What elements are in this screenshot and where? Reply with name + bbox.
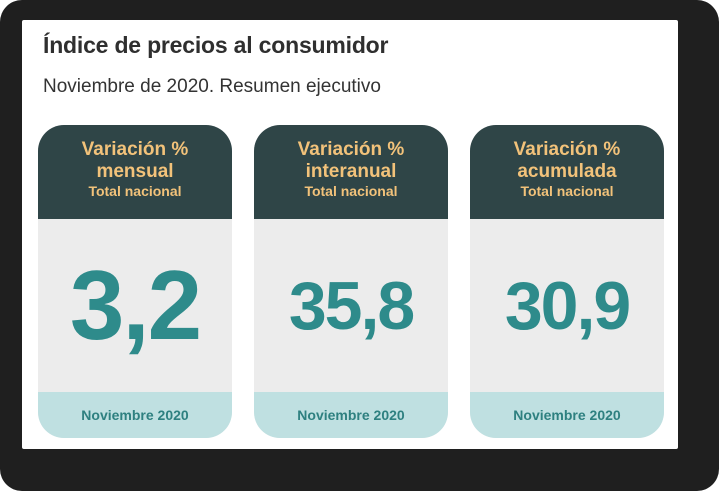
card-monthly-variation: Variación % mensual Total nacional 3,2 N… <box>38 125 232 438</box>
card-header: Variación % acumulada Total nacional <box>470 125 664 219</box>
card-period: Noviembre 2020 <box>470 392 664 438</box>
card-yearly-variation: Variación % interanual Total nacional 35… <box>254 125 448 438</box>
page-subtitle: Noviembre de 2020. Resumen ejecutivo <box>43 76 381 97</box>
card-header: Variación % mensual Total nacional <box>38 125 232 219</box>
page-title: Índice de precios al consumidor <box>43 32 389 58</box>
card-accumulated-variation: Variación % acumulada Total nacional 30,… <box>470 125 664 438</box>
card-scope: Total nacional <box>304 183 398 199</box>
card-scope: Total nacional <box>520 183 614 199</box>
card-title-line1: Variación % <box>513 139 621 160</box>
card-title-line1: Variación % <box>297 139 405 160</box>
card-title-line2: interanual <box>305 161 397 182</box>
card-period: Noviembre 2020 <box>254 392 448 438</box>
card-title-line2: acumulada <box>517 161 617 182</box>
summary-panel: Índice de precios al consumidor Noviembr… <box>22 20 678 449</box>
card-value: 3,2 <box>69 250 202 360</box>
card-value: 30,9 <box>504 267 631 344</box>
card-period: Noviembre 2020 <box>38 392 232 438</box>
card-scope: Total nacional <box>88 183 182 199</box>
card-value: 35,8 <box>288 267 415 344</box>
card-title-line2: mensual <box>96 161 174 182</box>
card-title-line1: Variación % <box>81 139 189 160</box>
card-header: Variación % interanual Total nacional <box>254 125 448 219</box>
